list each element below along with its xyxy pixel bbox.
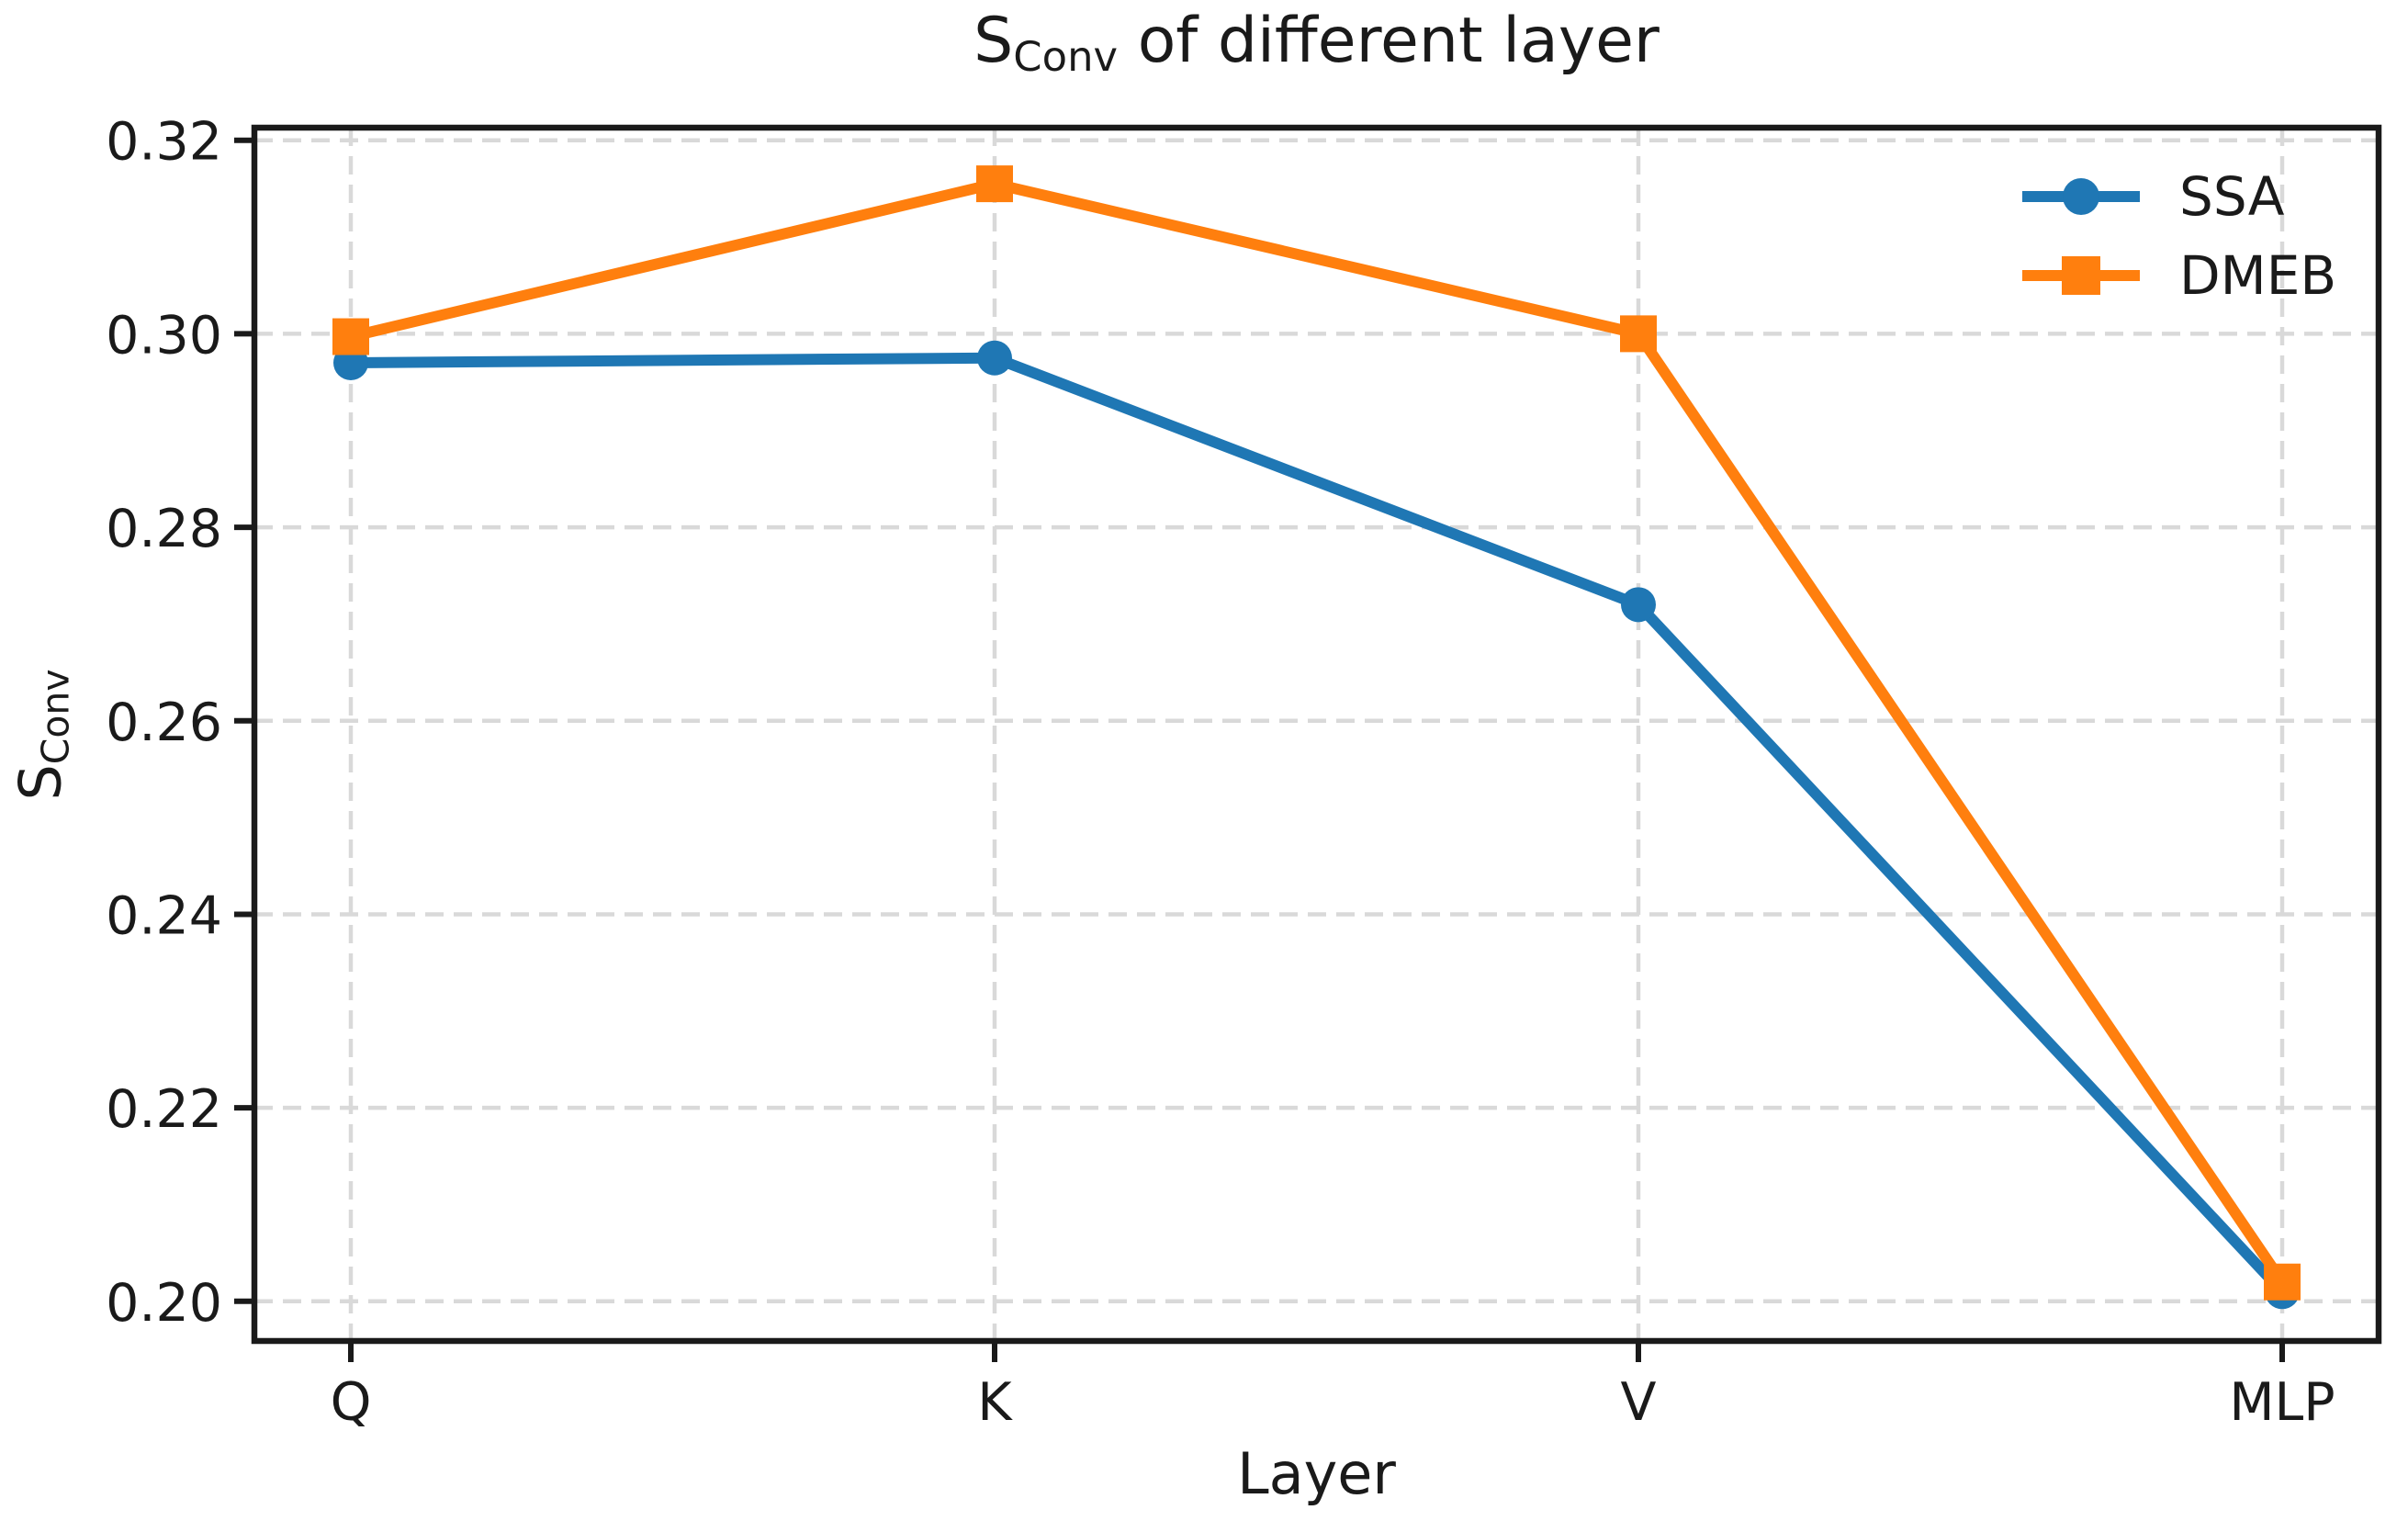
- y-tick-label-0.22: 0.22: [106, 1079, 222, 1140]
- legend-label-DMEB: DMEB: [2179, 244, 2336, 307]
- legend-label-SSA: SSA: [2179, 165, 2285, 228]
- x-tick-label-K: K: [977, 1372, 1013, 1433]
- x-gridlines: [348, 128, 2285, 1341]
- title-subscript: Conv: [1013, 31, 1119, 81]
- marker-DMEB-MLP: [2264, 1263, 2301, 1301]
- axes-frame: [251, 124, 2382, 1345]
- marker-SSA-K: [977, 340, 1012, 376]
- y-tick-label-0.26: 0.26: [106, 693, 222, 753]
- x-axis-label: Layer: [1237, 1440, 1396, 1507]
- x-ticks: Q K V MLP: [331, 1344, 2335, 1433]
- y-tick-label-0.24: 0.24: [106, 885, 222, 946]
- legend-marker-SSA: [2063, 178, 2099, 215]
- legend-marker-DMEB: [2062, 256, 2100, 295]
- marker-SSA-V: [1621, 587, 1656, 623]
- series-SSA: [333, 340, 2300, 1310]
- marker-DMEB-K: [976, 165, 1013, 203]
- title-main: S: [973, 5, 1014, 77]
- legend-entry-DMEB: DMEB: [2022, 244, 2336, 307]
- y-ticks: 0.20 0.22 0.24 0.26 0.28 0.30 0.32: [106, 112, 253, 1334]
- legend-entry-SSA: SSA: [2022, 165, 2285, 228]
- x-tick-label-V: V: [1621, 1372, 1657, 1433]
- y-tick-label-0.32: 0.32: [106, 112, 222, 173]
- marker-DMEB-Q: [332, 318, 369, 355]
- legend: SSA DMEB: [2022, 165, 2336, 307]
- x-tick-label-Q: Q: [331, 1372, 372, 1433]
- title-suffix: of different layer: [1118, 5, 1660, 77]
- chart-title: SConv of different layer: [254, 5, 2379, 81]
- marker-DMEB-V: [1620, 315, 1657, 353]
- y-tick-label-0.20: 0.20: [106, 1273, 222, 1334]
- y-gridlines: [254, 138, 2379, 1304]
- x-tick-label-MLP: MLP: [2229, 1372, 2335, 1433]
- series-DMEB: [332, 165, 2301, 1301]
- y-tick-label-0.30: 0.30: [106, 305, 222, 366]
- y-tick-label-0.28: 0.28: [106, 499, 222, 559]
